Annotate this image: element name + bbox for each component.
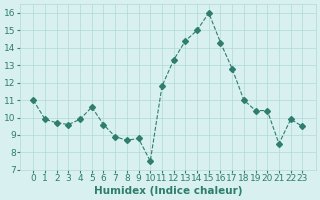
X-axis label: Humidex (Indice chaleur): Humidex (Indice chaleur) — [93, 186, 242, 196]
